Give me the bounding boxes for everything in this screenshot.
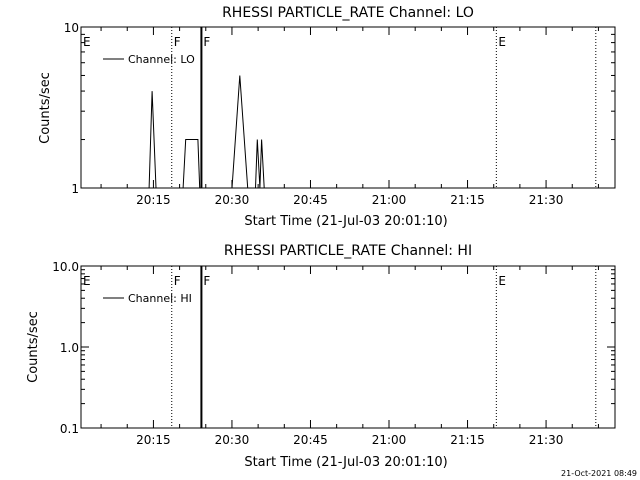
hi-x-tick-label: 20:30 — [215, 433, 250, 447]
generation-timestamp: 21-Oct-2021 08:49 — [561, 469, 637, 478]
hi-legend: Channel: HI — [103, 292, 192, 305]
lo-y-axis-label: Counts/sec — [38, 72, 53, 144]
lo-axis-ticks: 20:15 20:30 20:45 21:00 21:15 21:30 1 10 — [64, 21, 615, 207]
hi-y-tick-label: 1.0 — [60, 341, 79, 355]
hi-y-axis-label: Counts/sec — [26, 311, 41, 383]
lo-x-tick-label: 20:45 — [293, 193, 328, 207]
hi-time-marker-label: F — [174, 274, 181, 288]
lo-plot-title: RHESSI PARTICLE_RATE Channel: LO — [222, 5, 474, 21]
lo-x-axis-label: Start Time (21-Jul-03 20:01:10) — [244, 214, 447, 229]
hi-time-marker-label: E — [83, 274, 91, 288]
hi-time-marker-label: E — [498, 274, 506, 288]
hi-x-tick-label: 21:30 — [529, 433, 564, 447]
hi-y-tick-label: 10.0 — [52, 260, 79, 274]
lo-time-marker-label: F — [174, 35, 181, 49]
lo-x-tick-label: 21:15 — [450, 193, 485, 207]
lo-y-tick-label: 10 — [64, 21, 79, 35]
lo-time-marker-label: F — [203, 35, 210, 49]
hi-x-tick-label: 20:15 — [136, 433, 171, 447]
lo-channel-plot: RHESSI PARTICLE_RATE Channel: LO Counts/… — [38, 5, 616, 229]
lo-time-marker-label: E — [83, 35, 91, 49]
hi-time-marker-label: F — [203, 274, 210, 288]
lo-x-tick-label: 21:00 — [372, 193, 407, 207]
lo-x-tick-label: 20:15 — [136, 193, 171, 207]
lo-legend-label: Channel: LO — [128, 53, 195, 66]
lo-time-marker-label: E — [498, 35, 506, 49]
hi-channel-plot: RHESSI PARTICLE_RATE Channel: HI Counts/… — [26, 243, 616, 470]
lo-y-tick-label: 1 — [71, 182, 79, 196]
lo-legend: Channel: LO — [103, 53, 195, 66]
hi-y-tick-label: 0.1 — [60, 422, 79, 436]
hi-x-tick-label: 20:45 — [293, 433, 328, 447]
hi-legend-label: Channel: HI — [128, 292, 192, 305]
hi-plot-frame — [80, 265, 616, 429]
hi-x-tick-label: 21:15 — [450, 433, 485, 447]
lo-x-tick-label: 20:30 — [215, 193, 250, 207]
hi-x-tick-label: 21:00 — [372, 433, 407, 447]
lo-x-tick-label: 21:30 — [529, 193, 564, 207]
lo-plot-frame — [80, 26, 616, 189]
hi-x-axis-label: Start Time (21-Jul-03 20:01:10) — [244, 455, 447, 470]
hi-plot-title: RHESSI PARTICLE_RATE Channel: HI — [224, 243, 472, 259]
